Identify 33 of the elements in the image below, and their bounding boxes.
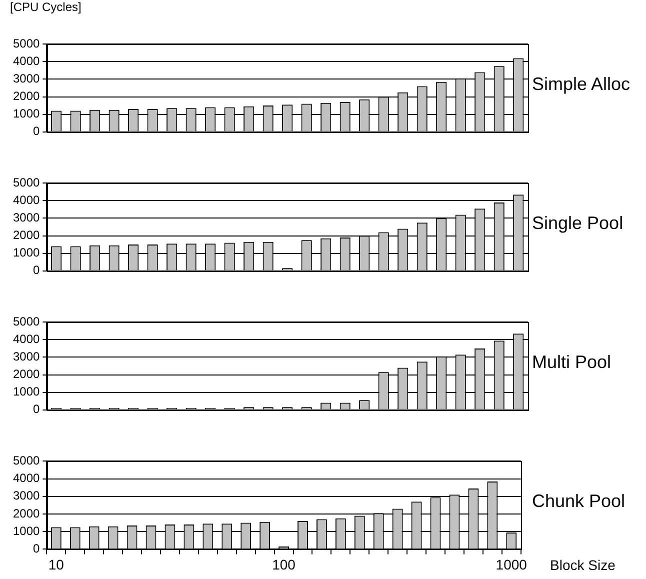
y-tick-label: 4000 bbox=[12, 54, 40, 68]
y-tick-label: 0 bbox=[33, 402, 40, 416]
y-tick-label: 3000 bbox=[12, 72, 40, 86]
text: Chunk Pool bbox=[532, 491, 626, 512]
y-axis-title: [CPU Cycles] bbox=[10, 0, 82, 14]
y-tick-label: 0 bbox=[33, 263, 40, 278]
y-tick-label: 3000 bbox=[12, 210, 40, 225]
x-tick-label: 100 bbox=[272, 556, 296, 572]
y-tick-label: 5000 bbox=[12, 36, 40, 51]
y-tick-label: 4000 bbox=[12, 332, 40, 346]
y-tick-label: 2000 bbox=[12, 228, 40, 242]
y-tick-label: 0 bbox=[33, 124, 40, 138]
x-tick-label: 10 bbox=[48, 556, 64, 572]
text: Multi Pool bbox=[532, 352, 612, 373]
y-tick-label: 5000 bbox=[12, 454, 40, 468]
y-tick-label: 5000 bbox=[12, 176, 40, 190]
y-tick-label: 3000 bbox=[12, 488, 40, 503]
y-tick-label: 4000 bbox=[12, 193, 40, 208]
y-tick-label: 4000 bbox=[12, 471, 40, 486]
y-tick-label: 5000 bbox=[12, 314, 40, 329]
y-tick-label: 1000 bbox=[12, 384, 40, 399]
y-tick-label: 1000 bbox=[12, 106, 40, 121]
x-tick-label: 1000 bbox=[496, 556, 528, 572]
y-tick-label: 2000 bbox=[12, 367, 40, 382]
y-tick-label: 2000 bbox=[12, 89, 40, 104]
y-tick-label: 2000 bbox=[12, 506, 40, 520]
text: Single Pool bbox=[532, 213, 624, 234]
y-tick-label: 0 bbox=[33, 542, 40, 556]
y-tick-label: 3000 bbox=[12, 350, 40, 364]
x-axis-title: Block Size bbox=[550, 557, 616, 573]
y-tick-label: 1000 bbox=[12, 246, 40, 260]
y-tick-label: 1000 bbox=[12, 524, 40, 538]
text: Simple Alloc bbox=[532, 74, 630, 95]
